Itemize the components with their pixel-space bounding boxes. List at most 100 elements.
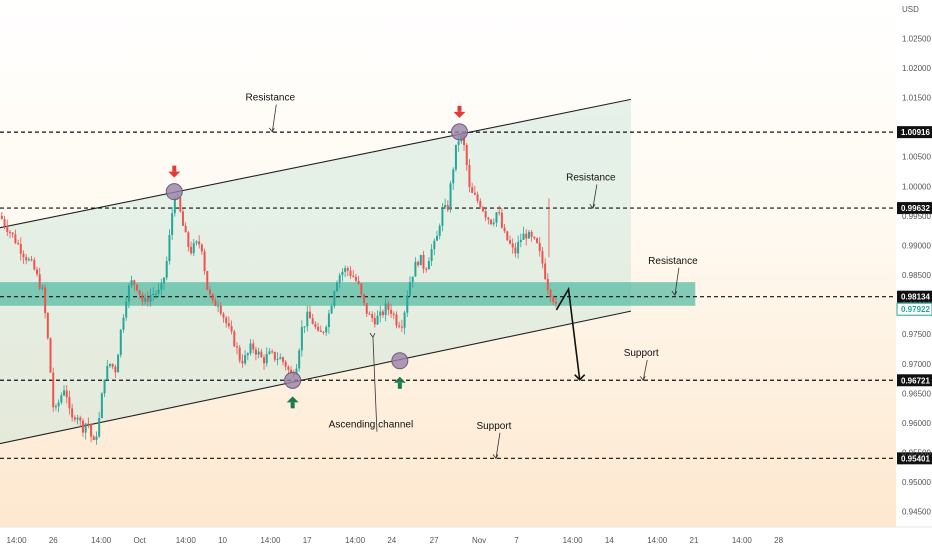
candle-body (384, 303, 387, 316)
candle-body (206, 271, 209, 290)
candle-body (22, 253, 25, 258)
candle-body (130, 280, 133, 286)
candle-body (117, 354, 120, 373)
candle-body (252, 343, 255, 350)
candle-body (249, 343, 252, 354)
annotation-pointer (592, 184, 598, 209)
annotation-label: Resistance (566, 172, 616, 183)
annotation-label: Support (624, 348, 659, 359)
candle-body (52, 372, 55, 408)
annotation-pointer-head (639, 376, 646, 382)
price-axis-background (896, 0, 932, 527)
candle-body (354, 276, 357, 281)
current-price-label: 0.97922 (901, 305, 930, 314)
candle-body (41, 287, 44, 289)
candle-body (71, 408, 74, 418)
candle-body (171, 213, 174, 235)
candle-body (341, 271, 344, 276)
candle-body (522, 233, 525, 240)
down-arrow-head-icon (453, 111, 466, 118)
candle-body (322, 331, 325, 333)
x-tick-label: 14 (605, 536, 614, 545)
candle-body (11, 232, 14, 235)
pivot-circle (284, 371, 302, 389)
candle-body (0, 215, 3, 219)
candle-body (260, 351, 263, 358)
candle-body (68, 397, 71, 409)
price-axis[interactable]: USD 1.00916 0.99632 0.98134 0.96721 0.95401 1… (896, 0, 932, 527)
candle-body (103, 379, 106, 394)
candle-body (306, 311, 309, 327)
candle-body (138, 290, 141, 295)
candle-body (214, 300, 217, 307)
candle-body (503, 227, 506, 232)
candles-layer (0, 130, 557, 445)
candle-body (190, 246, 193, 254)
candle-body (454, 144, 457, 170)
candle-body (506, 231, 509, 241)
candle-body (360, 283, 363, 295)
candle-body (233, 331, 236, 347)
candle-body (508, 240, 511, 244)
candle-body (476, 194, 479, 201)
y-tick-label: 0.97500 (902, 330, 931, 339)
x-tick-label: 10 (218, 536, 227, 545)
x-tick-label: 27 (430, 536, 439, 545)
candle-body (157, 289, 160, 294)
annotation-pointer-head (671, 290, 678, 296)
time-axis[interactable]: 14:00 26 14:00 Oct 14:00 10 14:00 17 14:00 24 27 No… (0, 526, 932, 550)
x-tick-label: 14:00 (563, 536, 584, 545)
level-tag (897, 290, 932, 303)
candle-body (438, 225, 441, 236)
candle-body (487, 217, 490, 220)
candle-body (533, 236, 536, 239)
candle-body (187, 232, 190, 247)
candle-body (6, 225, 9, 232)
candle-body (373, 318, 376, 325)
candle-body (525, 233, 528, 239)
candle-body (406, 295, 409, 313)
x-tick-label: Oct (133, 536, 146, 545)
x-tick-label: 14:00 (647, 536, 668, 545)
candle-body (273, 351, 276, 360)
candle-body (17, 243, 20, 245)
candle-body (527, 231, 530, 239)
y-tick-label: 0.98500 (902, 271, 931, 280)
candle-body (514, 247, 517, 254)
candle-body (541, 250, 544, 264)
candle-body (38, 274, 41, 289)
candle-body (352, 275, 355, 277)
candle-body (165, 261, 168, 278)
candle-body (425, 268, 428, 270)
candle-body (100, 393, 103, 419)
candle-body (87, 423, 90, 425)
annotation-pointer-head (369, 332, 376, 338)
candle-body (179, 197, 182, 212)
candle-body (184, 225, 187, 233)
candle-body (246, 353, 249, 356)
candle-body (549, 289, 552, 298)
candle-body (3, 218, 6, 226)
candle-body (136, 284, 139, 291)
candle-body (319, 330, 322, 332)
candle-body (392, 313, 395, 315)
y-tick-label: 1.02500 (902, 34, 931, 43)
candle-body (408, 282, 411, 296)
candle-body (444, 204, 447, 208)
candle-body (152, 294, 155, 296)
annotation-label: Support (476, 421, 511, 432)
candle-body (54, 406, 57, 408)
candle-body (422, 254, 425, 269)
candle-body (490, 219, 493, 225)
candle-body (430, 249, 433, 262)
candle-body (433, 240, 436, 250)
candle-body (379, 311, 382, 316)
annotation-label: Ascending channel (329, 420, 414, 431)
annotation-pointer (271, 104, 277, 132)
candle-body (236, 346, 239, 348)
candle-body (146, 297, 149, 302)
candle-body (65, 390, 68, 398)
x-tick-label: 17 (303, 536, 312, 545)
